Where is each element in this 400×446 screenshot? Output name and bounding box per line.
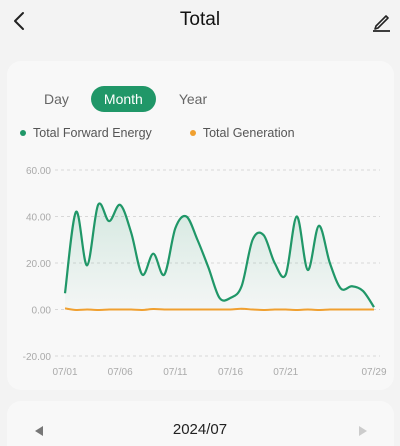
- x-tick-label: 07/16: [218, 367, 243, 378]
- triangle-left-icon: [35, 426, 43, 436]
- triangle-right-icon: [359, 426, 367, 436]
- series-area-total-forward-energy: [65, 203, 374, 310]
- pencil-icon: [373, 15, 390, 32]
- period-label: 2024/07: [172, 421, 228, 438]
- edit-button[interactable]: [370, 9, 392, 33]
- x-tick-label: 07/11: [163, 367, 188, 378]
- y-tick-label: -20.00: [23, 352, 52, 363]
- legend-dot-generation: [189, 130, 196, 136]
- back-button[interactable]: [9, 9, 31, 33]
- page-title: Total: [179, 9, 221, 30]
- legend-generation[interactable]: Total Generation: [189, 126, 295, 140]
- previous-period-button[interactable]: [33, 424, 45, 436]
- period-tabs: Day Month Year: [28, 86, 230, 112]
- tab-month[interactable]: Month: [90, 86, 156, 112]
- chart-card: [7, 61, 394, 390]
- x-tick-label: 07/21: [273, 367, 298, 378]
- y-tick-label: 20.00: [26, 259, 51, 270]
- tab-year[interactable]: Year: [178, 91, 208, 107]
- legend-label-forward-energy: Total Forward Energy: [33, 126, 152, 140]
- header: Total: [0, 0, 400, 42]
- x-tick-label: 07/01: [52, 367, 77, 378]
- legend-forward-energy[interactable]: Total Forward Energy: [20, 126, 152, 140]
- x-tick-label: 07/06: [108, 367, 133, 378]
- chevron-left-icon: [14, 12, 24, 30]
- legend-label-generation: Total Generation: [202, 126, 295, 140]
- series-line-total-forward-energy: [63, 202, 375, 308]
- series-line-total-generation: [64, 307, 374, 312]
- y-tick-label: 0.00: [32, 306, 52, 317]
- period-selector-card: [7, 401, 394, 446]
- legend-dot-forward-energy: [20, 130, 26, 136]
- y-tick-label: 40.00: [26, 213, 51, 224]
- x-tick-label: 07/29: [361, 367, 386, 378]
- next-period-button[interactable]: [357, 424, 369, 436]
- y-tick-label: 60.00: [26, 166, 51, 177]
- chart-legend: Total Forward Energy Total Generation: [20, 126, 333, 140]
- tab-day[interactable]: Day: [44, 91, 69, 107]
